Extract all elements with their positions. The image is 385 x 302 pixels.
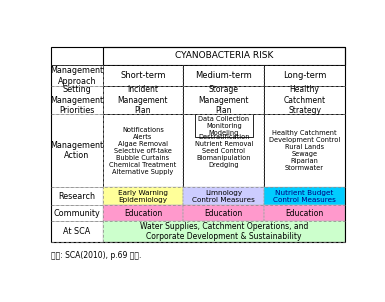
Bar	[183, 205, 264, 221]
Text: Management
Action: Management Action	[50, 141, 104, 160]
Text: Management
Approach: Management Approach	[50, 66, 104, 85]
Bar	[102, 65, 183, 86]
Bar	[51, 86, 102, 114]
Text: Healthy
Catchment
Strategy: Healthy Catchment Strategy	[283, 85, 326, 115]
Text: Medium-term: Medium-term	[196, 71, 252, 80]
Bar	[264, 65, 345, 86]
Bar	[183, 86, 264, 114]
Text: Setting
Management
Priorities: Setting Management Priorities	[50, 85, 104, 115]
Bar	[102, 86, 183, 114]
Bar	[102, 221, 345, 242]
Bar	[51, 114, 102, 187]
Text: Data Collection
Monitoring
Modeling: Data Collection Monitoring Modeling	[198, 116, 249, 136]
Text: At SCA: At SCA	[63, 227, 90, 236]
Bar	[183, 187, 264, 205]
Text: Research: Research	[58, 192, 95, 201]
Text: Community: Community	[54, 209, 100, 218]
Text: Limnology
Control Measures: Limnology Control Measures	[192, 190, 255, 203]
Text: Short-term: Short-term	[120, 71, 166, 80]
Bar	[264, 86, 345, 114]
Text: Education: Education	[124, 209, 162, 218]
Text: Storage
Management
Plan: Storage Management Plan	[199, 85, 249, 115]
Text: Destratification
Nutrient Removal
Seed Control
Biomanipulation
Dredging: Destratification Nutrient Removal Seed C…	[194, 134, 253, 168]
Text: Education: Education	[285, 209, 324, 218]
Text: Water Supplies, Catchment Operations, and
Corporate Development & Sustainability: Water Supplies, Catchment Operations, an…	[140, 222, 308, 241]
Text: Healthy Catchment
Development Control
Rural Lands
Sewage
Riparian
Stormwater: Healthy Catchment Development Control Ru…	[269, 130, 340, 171]
Bar	[183, 65, 264, 86]
Bar	[102, 47, 345, 65]
Text: Notifications
Alerts
Algae Removal
Selective off-take
Bubble Curtains
Chemical T: Notifications Alerts Algae Removal Selec…	[109, 127, 177, 175]
Bar	[51, 187, 102, 205]
Text: Education: Education	[205, 209, 243, 218]
Bar	[264, 205, 345, 221]
Text: Nutrient Budget
Control Measures: Nutrient Budget Control Measures	[273, 190, 336, 203]
Text: Early Warning
Epidemiology: Early Warning Epidemiology	[118, 190, 168, 203]
Bar	[102, 114, 183, 187]
Text: Long-term: Long-term	[283, 71, 326, 80]
Bar	[195, 114, 253, 137]
Bar	[183, 114, 264, 187]
Text: CYANOBACTERIA RISK: CYANOBACTERIA RISK	[174, 51, 273, 60]
Bar	[51, 65, 102, 86]
Bar	[51, 221, 102, 242]
Bar	[102, 187, 183, 205]
Bar	[51, 47, 345, 242]
Text: Incident
Management
Plan: Incident Management Plan	[118, 85, 168, 115]
Bar	[102, 205, 183, 221]
Bar	[264, 187, 345, 205]
Text: 자료: SCA(2010), p.69 인용.: 자료: SCA(2010), p.69 인용.	[51, 252, 141, 261]
Bar	[51, 47, 102, 65]
Bar	[51, 205, 102, 221]
Bar	[264, 114, 345, 187]
